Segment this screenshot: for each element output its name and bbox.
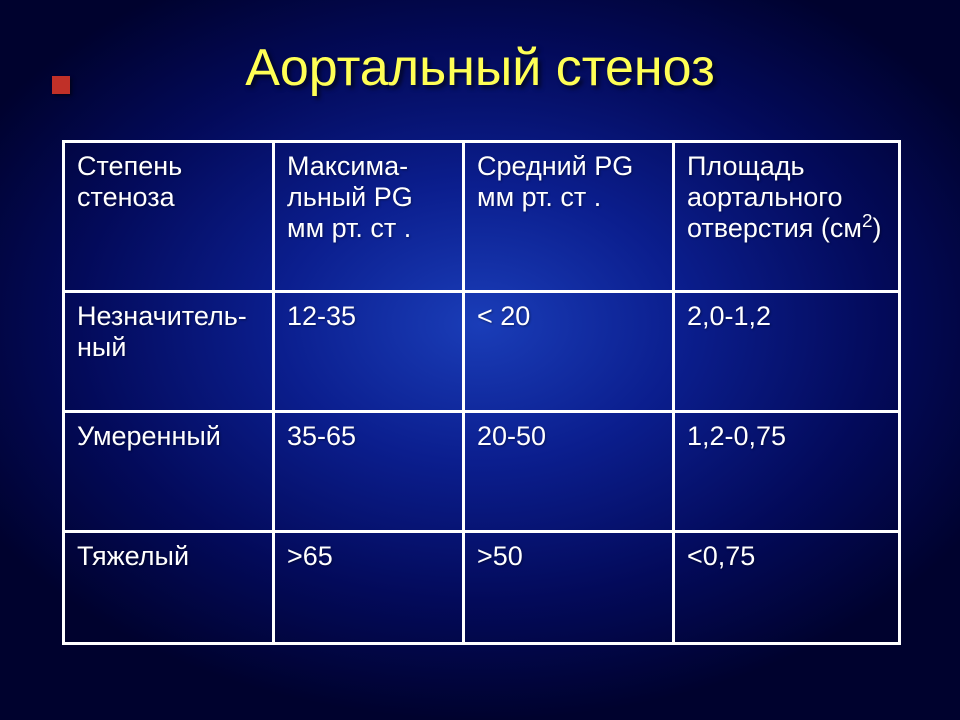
slide-title: Аортальный стеноз: [0, 38, 960, 98]
cell-mean-pg: >50: [464, 532, 674, 644]
cell-degree: Незначитель-ный: [64, 292, 274, 412]
table-row: Умеренный 35-65 20-50 1,2-0,75: [64, 412, 900, 532]
col-header-max-pg: Максима-льный PG мм рт. ст .: [274, 142, 464, 292]
cell-area: 2,0-1,2: [674, 292, 900, 412]
cell-degree: Тяжелый: [64, 532, 274, 644]
col-header-area: Площадь аортального отверстия (см2): [674, 142, 900, 292]
cell-max-pg: 35-65: [274, 412, 464, 532]
cell-max-pg: 12-35: [274, 292, 464, 412]
table-header-row: Степень стеноза Максима-льный PG мм рт. …: [64, 142, 900, 292]
slide: Аортальный стеноз Степень стеноза Максим…: [0, 0, 960, 720]
cell-degree: Умеренный: [64, 412, 274, 532]
col-header-mean-pg: Средний PG мм рт. ст .: [464, 142, 674, 292]
cell-mean-pg: 20-50: [464, 412, 674, 532]
stenosis-table: Степень стеноза Максима-льный PG мм рт. …: [62, 140, 901, 645]
cell-area: <0,75: [674, 532, 900, 644]
cell-mean-pg: < 20: [464, 292, 674, 412]
col-header-degree: Степень стеноза: [64, 142, 274, 292]
table-row: Тяжелый >65 >50 <0,75: [64, 532, 900, 644]
cell-max-pg: >65: [274, 532, 464, 644]
table-row: Незначитель-ный 12-35 < 20 2,0-1,2: [64, 292, 900, 412]
table-container: Степень стеноза Максима-льный PG мм рт. …: [62, 140, 898, 645]
cell-area: 1,2-0,75: [674, 412, 900, 532]
